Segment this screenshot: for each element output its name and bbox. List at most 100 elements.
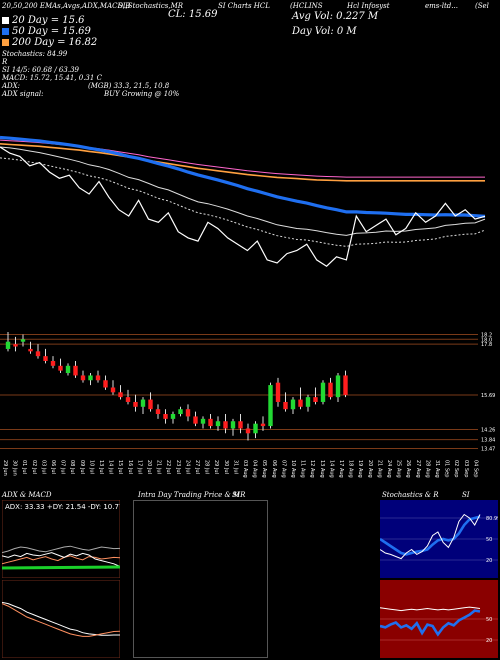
date-label: 09 Jul	[79, 460, 85, 474]
date-label: 29 Jun	[2, 460, 8, 476]
candle-body	[140, 399, 146, 407]
header-company: Hcl Infosyst	[347, 2, 390, 10]
candle-body	[215, 421, 221, 427]
candle-body	[110, 387, 116, 393]
date-label: 03 Jul	[40, 460, 46, 474]
date-label: 28 Jul	[204, 460, 210, 474]
candle-gridlines	[0, 333, 478, 449]
candle-body	[50, 360, 56, 366]
candle-tick-label: 15.69	[481, 393, 495, 399]
date-labels: 29 Jun 30 Jun 01 Jul 02 Jul 03 Jul 06 Jul 07 J…	[2, 460, 478, 478]
date-label: 10 Jul	[88, 460, 94, 474]
candle-body	[305, 397, 311, 407]
adx-panel-values: ADX: 33.33 +DY: 21.54 -DY: 10.77	[5, 503, 120, 511]
date-label: 04 Aug	[252, 460, 258, 478]
rsi-line	[380, 606, 481, 612]
intraday-title-2: SI	[232, 491, 240, 499]
candle-body	[200, 418, 206, 424]
date-label: 04 Sep	[472, 460, 478, 477]
rsi-level-label: 20	[486, 638, 492, 644]
si-value: SI 14/5: 60.68 / 63.39	[2, 66, 79, 74]
date-label: 08 Jul	[69, 460, 75, 474]
date-label: 31 Aug	[434, 460, 440, 478]
candle-body	[268, 385, 273, 427]
candle-body	[103, 380, 108, 388]
date-label: 30 Jun	[12, 460, 18, 476]
ema-lines	[0, 135, 486, 267]
date-label: 20 Jul	[146, 460, 152, 474]
header-company-3: (Sel	[475, 2, 489, 10]
date-label: 18 Aug	[348, 460, 354, 478]
candle-body	[223, 421, 228, 429]
date-label: 05 Aug	[261, 460, 267, 478]
date-label: 31 Jul	[232, 460, 238, 474]
header-line: 20,50,200 EMAs,Avgs,ADX,MACD,B	[2, 2, 130, 10]
candle-body	[283, 401, 288, 410]
candle-body	[290, 399, 296, 410]
close-price-line	[0, 146, 486, 267]
date-label: 22 Jul	[165, 460, 171, 474]
date-label: 02 Sep	[453, 460, 459, 477]
candle-body	[230, 421, 236, 429]
date-label: 15 Jul	[117, 460, 123, 474]
r-label: R	[2, 58, 8, 66]
intraday-title: Intra Day Trading Price & MR	[138, 491, 246, 499]
date-label: 24 Aug	[386, 460, 392, 478]
date-label: 06 Aug	[271, 460, 277, 478]
header-symbol: (HCLINS	[290, 2, 323, 10]
candle-body	[320, 382, 326, 402]
header-company-2: ems-ltd...	[425, 2, 458, 10]
date-label: 03 Aug	[242, 460, 248, 478]
candle-body	[253, 423, 258, 434]
date-label: 12 Aug	[309, 460, 315, 478]
candle-body	[35, 351, 41, 357]
date-label: 27 Jul	[194, 460, 200, 474]
stoch-title-2: SI	[462, 491, 470, 499]
adx-panel: ADX: 33.33 +DY: 21.54 -DY: 10.77	[2, 500, 120, 578]
buy-signal: BUY Growing @ 10%	[104, 90, 180, 98]
header-charts: SI Charts HCL	[218, 2, 270, 10]
date-label: 07 Aug	[280, 460, 286, 478]
intraday-frame	[133, 500, 268, 658]
legend-ema20: 20 Day = 15.6	[2, 15, 85, 26]
ema20-lower-line	[0, 157, 486, 247]
candle-body	[298, 399, 303, 407]
candle-body	[125, 397, 131, 402]
avg-vol: Avg Vol: 0.227 M	[292, 11, 379, 22]
date-label: 28 Aug	[424, 460, 430, 478]
adx-signal-label: ADX signal:	[2, 90, 44, 98]
candle-body	[13, 344, 18, 347]
date-label: 14 Jul	[108, 460, 114, 474]
candle-body	[155, 409, 161, 415]
stoch-title: Stochastics & R	[382, 491, 439, 499]
stoch-d-line	[380, 515, 481, 556]
ema50-line	[0, 135, 486, 218]
candle-body	[148, 399, 153, 410]
pdi-line	[2, 555, 120, 565]
date-label: 21 Jul	[156, 460, 162, 474]
candle-body	[275, 382, 281, 402]
header-indicators: 20,50,200 EMAs,Avgs,ADX,MACD,B	[2, 2, 131, 10]
date-label: 07 Jul	[60, 460, 66, 474]
date-label: 14 Aug	[328, 460, 334, 478]
adx-panel-frame	[2, 500, 120, 578]
candle-body	[245, 428, 251, 434]
candle-body	[260, 423, 266, 427]
date-label: 30 Jul	[223, 460, 229, 474]
date-label: 24 Jul	[184, 460, 190, 474]
ema200-line	[0, 143, 485, 182]
candle-body	[335, 375, 341, 398]
date-label: 13 Jul	[98, 460, 104, 474]
ema50-swatch	[2, 28, 9, 35]
stochastics-value: Stochastics: 84.99	[2, 50, 68, 58]
date-label: 27 Aug	[415, 460, 421, 478]
candle-tick-label: 18.2	[481, 332, 492, 338]
candle-body	[28, 348, 33, 352]
date-label: 26 Aug	[405, 460, 411, 478]
candle-tick-labels: 18.218.017.8 15.69 14.26 13.84 13.47	[481, 332, 495, 452]
candle-body	[170, 414, 176, 419]
date-label: 06 Jul	[50, 460, 56, 474]
candle-body	[65, 365, 71, 374]
date-label: 29 Jul	[213, 460, 219, 474]
header-stoch: SI,Stochastics,MR	[118, 2, 184, 10]
